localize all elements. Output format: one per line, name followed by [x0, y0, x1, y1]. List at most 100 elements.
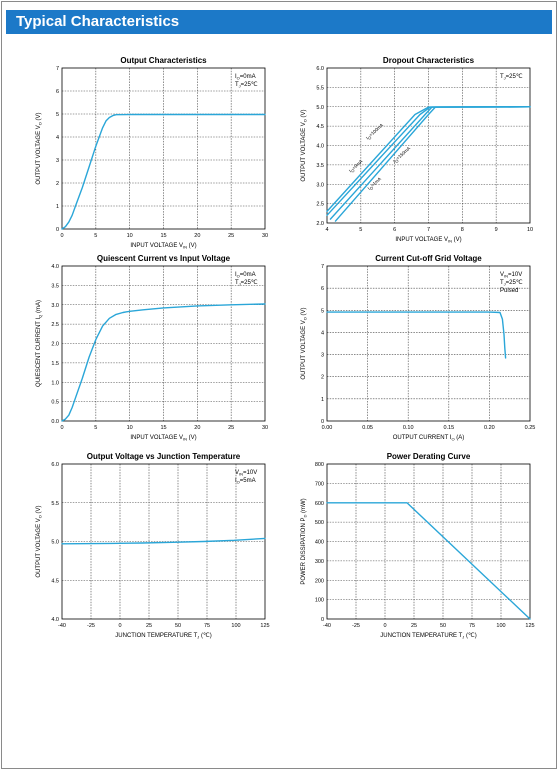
- y-tick-label: 300: [315, 559, 324, 565]
- legend-entry: TJ=25℃: [500, 74, 523, 81]
- curve-label: IO=0mA: [348, 159, 364, 175]
- plot-frame: [326, 265, 531, 422]
- y-tick-label: 6.0: [51, 462, 59, 468]
- series-line: [326, 502, 531, 620]
- x-tick-label: 25: [411, 623, 417, 629]
- x-tick-label: 7: [427, 227, 430, 233]
- plot-frame: [326, 463, 531, 620]
- x-tick-label: 125: [525, 623, 534, 629]
- series-line: [61, 537, 266, 545]
- x-tick-label: 0.20: [484, 425, 495, 431]
- x-tick-label: 100: [496, 623, 505, 629]
- y-tick-label: 1.0: [51, 380, 59, 386]
- x-tick-label: 25: [146, 623, 152, 629]
- chart-title: Output Voltage vs Junction Temperature: [87, 452, 241, 461]
- x-tick-label: -40: [323, 623, 331, 629]
- x-tick-label: 0.10: [403, 425, 414, 431]
- chart-title: Output Characteristics: [120, 56, 207, 65]
- y-tick-label: 4: [56, 135, 59, 141]
- y-tick-label: 0: [56, 227, 59, 233]
- plot-frame: [326, 67, 531, 224]
- plot-frame: [61, 265, 266, 422]
- legend-entry: TJ=25℃: [235, 280, 258, 287]
- y-tick-label: 4.5: [51, 578, 59, 584]
- x-tick-label: 0.25: [525, 425, 536, 431]
- x-tick-label: 6: [393, 227, 396, 233]
- y-tick-label: 4.0: [51, 264, 59, 270]
- y-tick-label: 5.0: [316, 105, 324, 111]
- x-tick-label: 8: [461, 227, 464, 233]
- x-tick-label: 0: [118, 623, 121, 629]
- x-tick-label: 100: [231, 623, 240, 629]
- section-banner: Typical Characteristics: [6, 10, 552, 34]
- y-tick-label: 5.5: [51, 501, 59, 507]
- y-tick-label: 7: [321, 264, 324, 270]
- x-tick-label: -40: [58, 623, 66, 629]
- y-tick-label: 2.5: [316, 202, 324, 208]
- series-line: [326, 311, 507, 359]
- x-tick-label: 5: [359, 227, 362, 233]
- legend-entry: Pulsed: [500, 288, 518, 294]
- y-tick-label: 2.0: [51, 342, 59, 348]
- legend-entry: IO=0mA: [235, 74, 256, 81]
- x-axis-label: INPUT VOLTAGE VIN (V): [130, 435, 196, 442]
- x-tick-label: 9: [495, 227, 498, 233]
- y-tick-label: 1.5: [51, 361, 59, 367]
- y-tick-label: 2.5: [51, 322, 59, 328]
- x-tick-label: 75: [469, 623, 475, 629]
- y-tick-label: 4.0: [51, 617, 59, 623]
- x-axis-label: OUTPUT CURRENT IO (A): [393, 435, 465, 442]
- y-axis-label: OUTPUT VOLTAGE VO (V): [36, 505, 43, 577]
- y-tick-label: 2: [321, 375, 324, 381]
- y-tick-label: 4.5: [316, 124, 324, 130]
- x-tick-label: 0.05: [362, 425, 373, 431]
- series-line: [61, 113, 266, 230]
- y-tick-label: 800: [315, 462, 324, 468]
- y-tick-label: 0.0: [51, 419, 59, 425]
- plot-frame: [61, 463, 266, 620]
- y-tick-label: 400: [315, 540, 324, 546]
- x-tick-label: -25: [352, 623, 360, 629]
- y-tick-label: 3.5: [316, 163, 324, 169]
- legend-entry: TJ=25℃: [235, 82, 258, 89]
- y-tick-label: 4: [321, 330, 324, 336]
- x-tick-label: -25: [87, 623, 95, 629]
- chart-title: Power Derating Curve: [387, 452, 471, 461]
- y-tick-label: 6: [56, 89, 59, 95]
- x-tick-label: 125: [260, 623, 269, 629]
- series-line: [61, 303, 266, 422]
- x-tick-label: 4: [325, 227, 328, 233]
- x-tick-label: 50: [175, 623, 181, 629]
- x-tick-label: 20: [194, 425, 200, 431]
- x-tick-label: 0: [60, 233, 63, 239]
- series-line: [334, 106, 531, 222]
- y-tick-label: 600: [315, 501, 324, 507]
- y-tick-label: 0: [321, 419, 324, 425]
- y-tick-label: 200: [315, 578, 324, 584]
- x-tick-label: 30: [262, 233, 268, 239]
- y-axis-label: OUTPUT VOLTAGE VO (V): [36, 112, 43, 184]
- x-axis-label: INPUT VOLTAGE VIN (V): [395, 237, 461, 244]
- y-tick-label: 4.0: [316, 144, 324, 150]
- y-axis-label: OUTPUT VOLTAGE VO (V): [301, 109, 308, 181]
- x-tick-label: 5: [94, 233, 97, 239]
- x-axis-label: JUNCTION TEMPERATURE TJ (℃): [115, 633, 211, 640]
- y-tick-label: 5: [56, 112, 59, 118]
- legend-entry: VIN=10V: [235, 470, 257, 477]
- y-tick-label: 0.5: [51, 400, 59, 406]
- x-tick-label: 0.15: [443, 425, 454, 431]
- x-tick-label: 30: [262, 425, 268, 431]
- legend-entry: VIN=10V: [500, 272, 522, 279]
- section-title: Typical Characteristics: [16, 13, 180, 30]
- x-axis-label: JUNCTION TEMPERATURE TJ (℃): [380, 633, 476, 640]
- y-tick-label: 2.0: [316, 221, 324, 227]
- x-tick-label: 0: [383, 623, 386, 629]
- legend-entry: IO=0mA: [235, 272, 256, 279]
- x-tick-label: 10: [127, 425, 133, 431]
- x-axis-label: INPUT VOLTAGE VIN (V): [130, 243, 196, 250]
